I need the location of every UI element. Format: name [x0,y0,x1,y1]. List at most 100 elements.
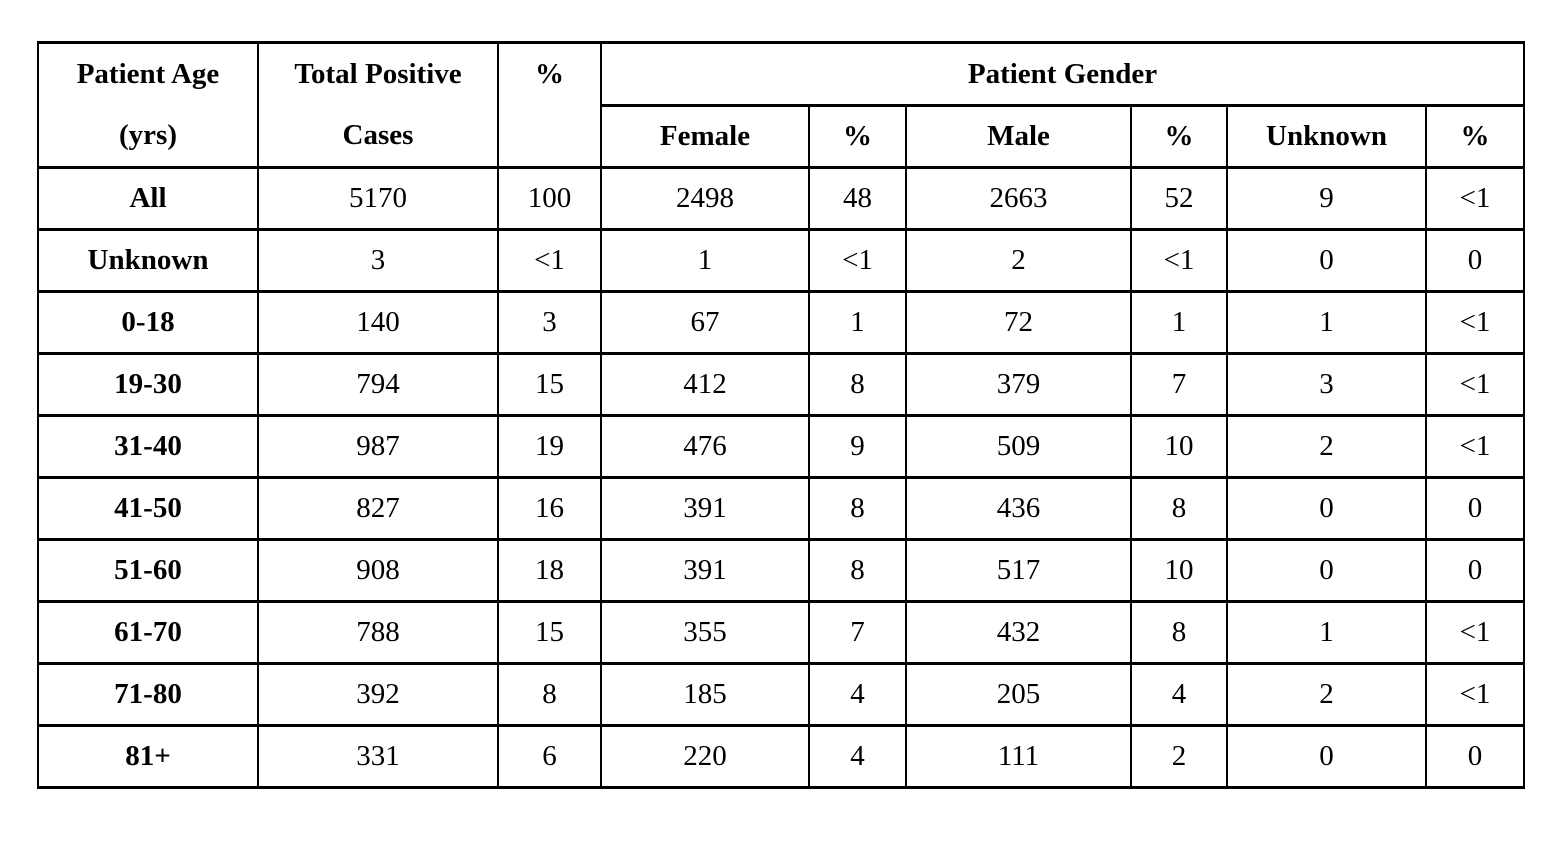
cell-male-pct: 8 [1130,476,1228,541]
col-header-male: Male [905,104,1132,169]
cell-unknown-pct: 0 [1424,228,1526,293]
cell-male-pct: 8 [1130,600,1228,665]
col-group-patient-gender: Patient Gender [599,41,1526,107]
cell-total-pct: 100 [497,166,602,231]
cell-female-pct: 7 [808,600,907,665]
cell-male: 205 [905,662,1132,727]
col-header-patient-age-line1: Patient Age [76,58,220,90]
cell-male: 509 [905,414,1132,479]
cell-male-pct: 2 [1130,724,1228,789]
cell-age: 19-30 [37,352,259,417]
cell-female-pct: 9 [808,414,907,479]
cell-age: 0-18 [37,290,259,355]
cell-total-pct: 15 [497,352,602,417]
cell-total: 987 [257,414,499,479]
cell-total-pct: 18 [497,538,602,603]
cell-age: 51-60 [37,538,259,603]
cell-unknown: 2 [1226,414,1427,479]
cell-female-pct: 8 [808,476,907,541]
cell-total: 827 [257,476,499,541]
cell-unknown: 0 [1226,228,1427,293]
cell-male: 432 [905,600,1132,665]
cell-total-pct: 19 [497,414,602,479]
cell-total-pct: 6 [497,724,602,789]
cell-female-pct: 8 [808,538,907,603]
cell-age: 31-40 [37,414,259,479]
cell-unknown: 2 [1226,662,1427,727]
col-header-female-pct: % [808,104,907,169]
cell-total: 392 [257,662,499,727]
cell-male-pct: 10 [1130,538,1228,603]
cell-male: 379 [905,352,1132,417]
cell-total-pct: 3 [497,290,602,355]
cell-female-pct: 8 [808,352,907,417]
cell-unknown-pct: 0 [1424,476,1526,541]
cell-age: 61-70 [37,600,259,665]
cell-unknown: 1 [1226,600,1427,665]
cell-total: 140 [257,290,499,355]
table-row: 81+ 331 6 220 4 111 2 0 0 [37,724,1526,789]
cell-male: 111 [905,724,1132,789]
table-row: 19-30 794 15 412 8 379 7 3 <1 [37,352,1526,417]
cell-male-pct: 1 [1130,290,1228,355]
cell-female: 355 [600,600,810,665]
cell-total: 3 [257,228,499,293]
cell-male-pct: 4 [1130,662,1228,727]
cell-unknown: 0 [1226,538,1427,603]
table-row: 71-80 392 8 185 4 205 4 2 <1 [37,662,1526,727]
cell-total: 794 [257,352,499,417]
cell-total-pct: 8 [497,662,602,727]
cell-female: 476 [600,414,810,479]
cell-male-pct: 7 [1130,352,1228,417]
cell-female: 391 [600,476,810,541]
cell-female-pct: <1 [808,228,907,293]
col-header-patient-age: Patient Age (yrs) [37,41,259,169]
cell-unknown-pct: 0 [1424,724,1526,789]
table-body: All 5170 100 2498 48 2663 52 9 <1 Unknow… [37,166,1526,789]
table-row: 0-18 140 3 67 1 72 1 1 <1 [37,290,1526,355]
col-header-total-positive-cases-line1: Total Positive [294,58,462,90]
cell-male-pct: 10 [1130,414,1228,479]
table-row: All 5170 100 2498 48 2663 52 9 <1 [37,166,1526,231]
col-header-unknown: Unknown [1226,104,1427,169]
table-header: Patient Age (yrs) Total Positive Cases %… [37,41,1526,169]
cell-unknown-pct: <1 [1424,166,1526,231]
cell-female: 220 [600,724,810,789]
cell-unknown-pct: 0 [1424,538,1526,603]
cell-unknown: 1 [1226,290,1427,355]
header-row-top: Patient Age (yrs) Total Positive Cases %… [37,41,1526,169]
header-row-sub: Female % Male % Unknown % [38,104,1526,169]
cell-male: 517 [905,538,1132,603]
cell-female: 1 [600,228,810,293]
cell-age: 71-80 [37,662,259,727]
cell-unknown-pct: <1 [1424,290,1526,355]
cell-female-pct: 48 [808,166,907,231]
cell-female-pct: 4 [808,724,907,789]
patient-age-gender-table: Patient Age (yrs) Total Positive Cases %… [37,41,1526,789]
table-row: 31-40 987 19 476 9 509 10 2 <1 [37,414,1526,479]
table-row: 51-60 908 18 391 8 517 10 0 0 [37,538,1526,603]
col-header-unknown-pct: % [1424,104,1526,169]
cell-total-pct: 16 [497,476,602,541]
cell-male: 2663 [905,166,1132,231]
cell-male: 72 [905,290,1132,355]
table-row: 61-70 788 15 355 7 432 8 1 <1 [37,600,1526,665]
cell-age: Unknown [37,228,259,293]
cell-unknown: 3 [1226,352,1427,417]
col-header-total-pct: % [497,41,602,169]
table-row: 41-50 827 16 391 8 436 8 0 0 [37,476,1526,541]
cell-unknown: 0 [1226,476,1427,541]
cell-total: 5170 [257,166,499,231]
cell-age: 81+ [37,724,259,789]
cell-unknown-pct: <1 [1424,414,1526,479]
cell-total: 788 [257,600,499,665]
cell-male-pct: <1 [1130,228,1228,293]
cell-age: All [37,166,259,231]
col-header-female: Female [600,104,810,169]
cell-female: 2498 [600,166,810,231]
cell-unknown-pct: <1 [1424,662,1526,727]
col-header-total-positive-cases-line2: Cases [342,119,414,151]
col-header-patient-age-line2: (yrs) [119,119,177,151]
cell-total-pct: 15 [497,600,602,665]
cell-female: 412 [600,352,810,417]
